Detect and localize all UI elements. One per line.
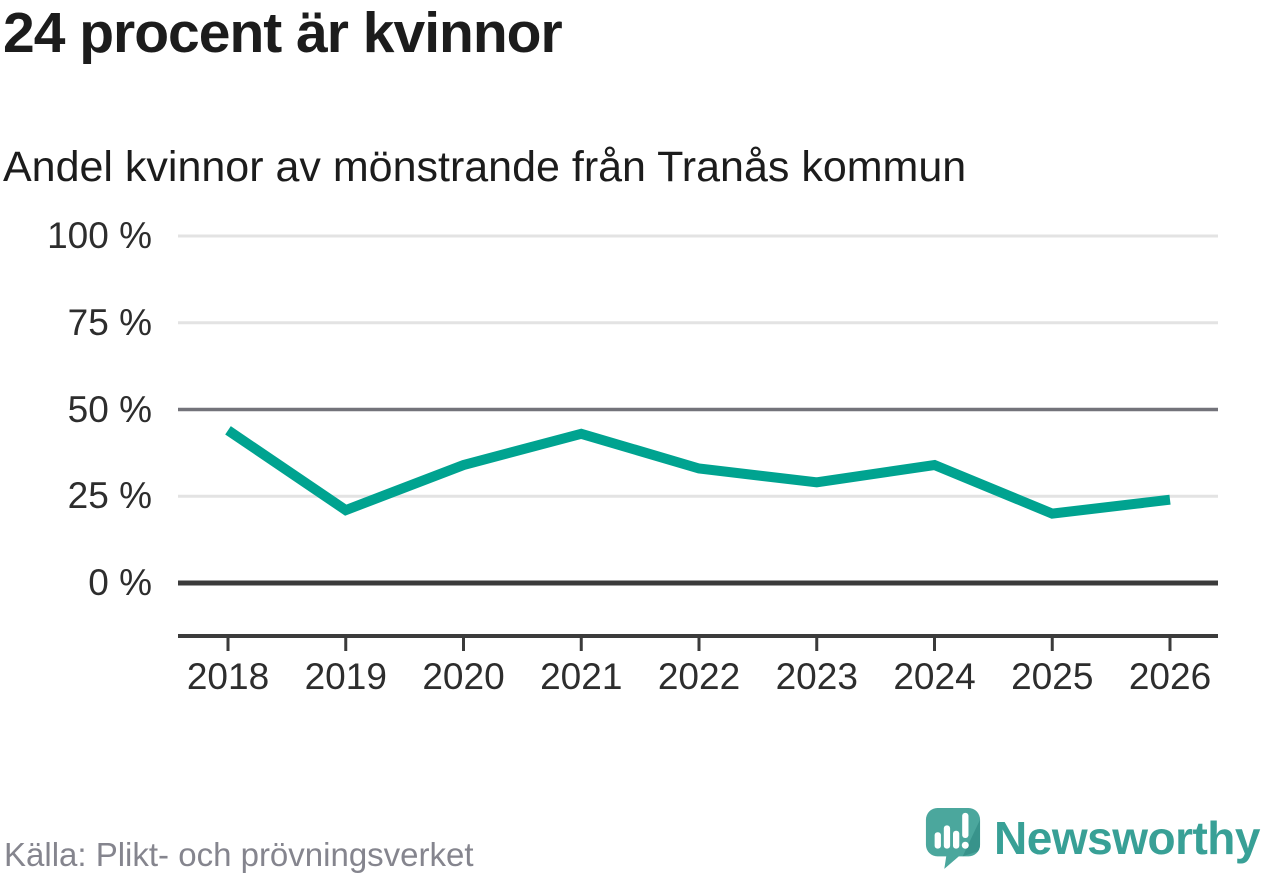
- newsworthy-logo: Newsworthy: [924, 806, 1260, 870]
- newsworthy-logo-text: Newsworthy: [994, 812, 1260, 864]
- logo-bar-chart-glyph: [934, 812, 969, 849]
- data-line-series: [225, 426, 1171, 519]
- source-note: Källa: Plikt- och prövningsverket: [4, 836, 474, 873]
- y-tick-label-25: 25 %: [67, 475, 152, 517]
- y-tick-label-0: 0 %: [88, 562, 152, 603]
- x-tick-label-2024: 2024: [893, 656, 976, 697]
- x-tick-label-2019: 2019: [304, 656, 387, 697]
- y-tick-label-100: 100 %: [47, 215, 152, 256]
- chart-canvas: [178, 234, 1218, 651]
- x-tick-label-2020: 2020: [422, 656, 505, 697]
- x-tick-label-2023: 2023: [775, 656, 858, 697]
- x-tick-label-2021: 2021: [540, 656, 623, 697]
- x-tick-label-2022: 2022: [657, 656, 741, 697]
- chart-title: 24 procent är kvinnor: [3, 1, 563, 65]
- chart-subtitle: Andel kvinnor av mönstrande från Tranås …: [3, 143, 967, 191]
- x-tick-label-2026: 2026: [1128, 656, 1212, 697]
- newsworthy-logo-icon: [925, 808, 981, 869]
- x-tick-label-2018: 2018: [186, 656, 270, 697]
- x-tick-label-2025: 2025: [1011, 656, 1094, 697]
- y-tick-label-75: 75 %: [67, 301, 152, 343]
- y-tick-label-50: 50 %: [67, 388, 152, 430]
- line-chart: 100 % 75 % 50 % 25 % 0 % 2018 2019 2020 2021 202…: [47, 215, 1218, 697]
